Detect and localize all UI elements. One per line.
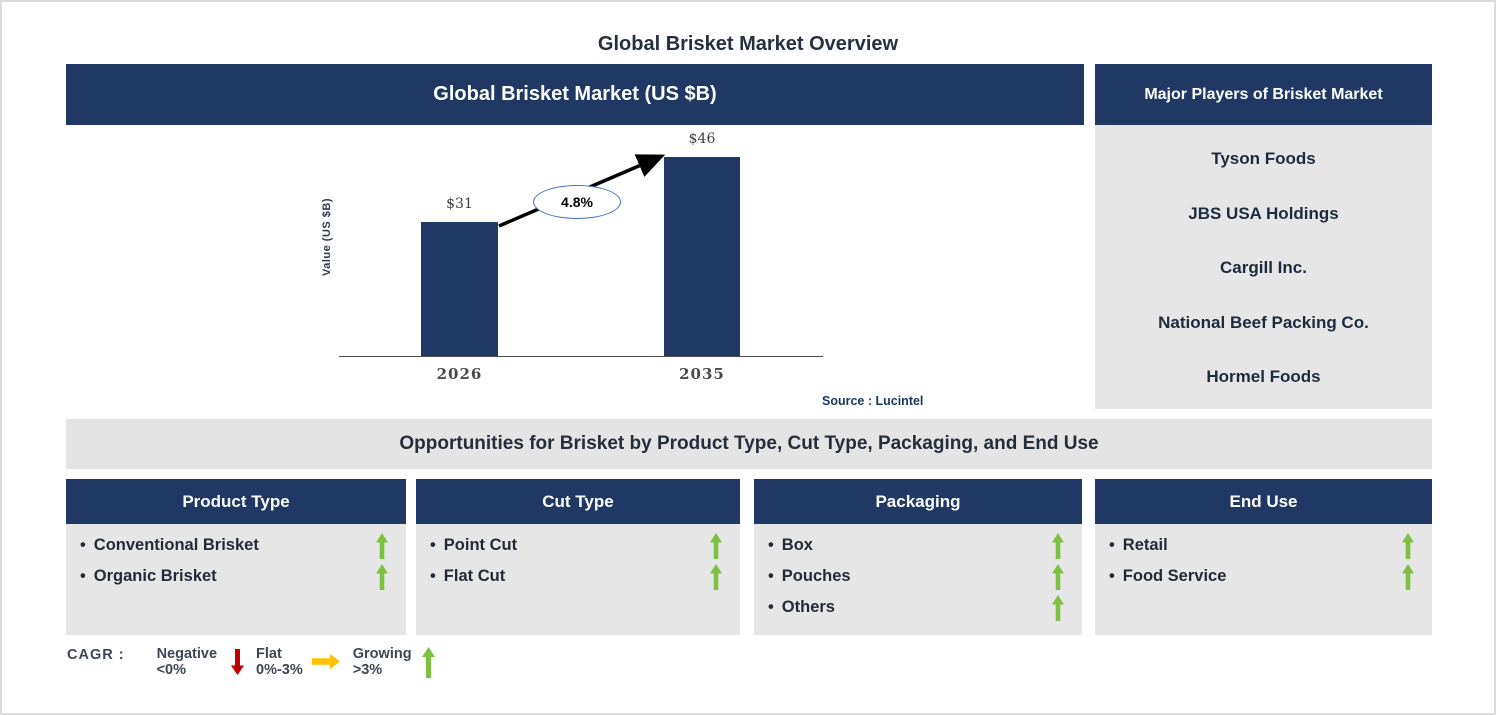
up-arrow-icon bbox=[1052, 563, 1064, 590]
column-body: • Box • Pouches • Others bbox=[754, 524, 1082, 635]
source-note: Source : Lucintel bbox=[822, 394, 924, 408]
company-name: Cargill Inc. bbox=[1220, 258, 1307, 277]
up-arrow-icon bbox=[1402, 532, 1414, 559]
bar-value-label-2026: $31 bbox=[446, 196, 473, 212]
up-arrow-icon bbox=[710, 532, 722, 559]
right-arrow-icon bbox=[311, 654, 340, 669]
y-axis-label: Value (US $B) bbox=[321, 197, 333, 277]
company-name: Hormel Foods bbox=[1206, 367, 1321, 386]
legend-entry-name: Negative bbox=[156, 646, 218, 662]
legend-entry-range: <0% bbox=[156, 661, 186, 678]
column-end-use: End Use • Retail • Food Service bbox=[1095, 479, 1432, 635]
item-label: Box bbox=[781, 536, 813, 554]
list-item: • Point Cut bbox=[416, 530, 740, 561]
column-cut-type: Cut Type • Point Cut • Flat Cut bbox=[416, 479, 740, 635]
bullet-icon: • bbox=[1109, 567, 1115, 585]
opportunities-banner: Opportunities for Brisket by Product Typ… bbox=[66, 419, 1432, 469]
bullet-icon: • bbox=[80, 567, 86, 585]
up-arrow-icon bbox=[421, 647, 435, 678]
page-title: Global Brisket Market Overview bbox=[597, 33, 899, 55]
list-item: • Flat Cut bbox=[416, 561, 740, 592]
players-list: Tyson Foods JBS USA Holdings Cargill Inc… bbox=[1095, 125, 1432, 409]
column-header: Product Type bbox=[66, 479, 406, 524]
bar-chart: Value (US $B) $31 $46 4.8% 2026 2035 Sou… bbox=[66, 125, 1084, 410]
column-header: Cut Type bbox=[416, 479, 740, 524]
column-header: End Use bbox=[1095, 479, 1432, 524]
list-item: • Box bbox=[754, 530, 1082, 561]
column-body: • Retail • Food Service bbox=[1095, 524, 1432, 635]
bar-2035 bbox=[664, 157, 740, 356]
bullet-icon: • bbox=[768, 536, 774, 554]
company-name: JBS USA Holdings bbox=[1188, 203, 1339, 223]
legend-entry-range: 0%-3% bbox=[256, 661, 303, 678]
legend-entry-flat: Flat 0%-3% bbox=[256, 646, 340, 678]
legend-entry-name: Flat bbox=[256, 646, 282, 662]
list-item: • Organic Brisket bbox=[66, 561, 406, 592]
cagr-legend: CAGR : Negative <0% Flat 0%-3% Growing >… bbox=[67, 646, 435, 678]
item-label: Retail bbox=[1122, 536, 1168, 554]
players-panel-header: Major Players of Brisket Market bbox=[1095, 64, 1432, 125]
item-label: Others bbox=[781, 598, 835, 616]
column-body: • Point Cut • Flat Cut bbox=[416, 524, 740, 635]
x-tick-2035: 2035 bbox=[679, 365, 725, 383]
chart-panel-header: Global Brisket Market (US $B) bbox=[66, 64, 1084, 125]
list-item: • Retail bbox=[1095, 530, 1432, 561]
list-item: • Others bbox=[754, 592, 1082, 623]
legend-entry-growing: Growing >3% bbox=[352, 646, 435, 678]
list-item: • Conventional Brisket bbox=[66, 530, 406, 561]
cagr-value: 4.8% bbox=[561, 194, 593, 210]
cagr-badge: 4.8% bbox=[533, 185, 621, 219]
company-name: Tyson Foods bbox=[1211, 149, 1316, 168]
item-label: Conventional Brisket bbox=[93, 536, 259, 554]
column-packaging: Packaging • Box • Pouches • Others bbox=[754, 479, 1082, 635]
legend-entry-name: Growing bbox=[352, 646, 412, 662]
legend-entry-range: >3% bbox=[352, 661, 383, 678]
bullet-icon: • bbox=[80, 536, 86, 554]
chart-panel-title: Global Brisket Market (US $B) bbox=[433, 83, 717, 105]
column-product-type: Product Type • Conventional Brisket • Or… bbox=[66, 479, 406, 635]
up-arrow-icon bbox=[710, 563, 722, 590]
company-name: National Beef Packing Co. bbox=[1158, 312, 1369, 332]
up-arrow-icon bbox=[1402, 563, 1414, 590]
bar-2026 bbox=[421, 222, 498, 356]
bullet-icon: • bbox=[768, 598, 774, 616]
cagr-legend-label: CAGR : bbox=[67, 647, 125, 663]
item-label: Flat Cut bbox=[443, 567, 506, 585]
list-item: • Pouches bbox=[754, 561, 1082, 592]
bullet-icon: • bbox=[430, 536, 436, 554]
item-label: Point Cut bbox=[443, 536, 518, 554]
chart-plot-area: Value (US $B) $31 $46 4.8% 2026 2035 bbox=[321, 125, 823, 383]
item-label: Food Service bbox=[1122, 567, 1227, 585]
up-arrow-icon bbox=[1052, 532, 1064, 559]
x-tick-2026: 2026 bbox=[436, 365, 483, 383]
item-label: Pouches bbox=[781, 567, 851, 585]
players-panel-title: Major Players of Brisket Market bbox=[1144, 85, 1383, 103]
up-arrow-icon bbox=[1052, 594, 1064, 621]
up-arrow-icon bbox=[376, 563, 388, 590]
bullet-icon: • bbox=[430, 567, 436, 585]
down-arrow-icon bbox=[231, 649, 245, 675]
bar-value-label-2035: $46 bbox=[688, 131, 716, 147]
item-label: Organic Brisket bbox=[93, 567, 217, 585]
up-arrow-icon bbox=[376, 532, 388, 559]
column-header: Packaging bbox=[754, 479, 1082, 524]
legend-entry-negative: Negative <0% bbox=[156, 646, 245, 678]
opportunities-banner-text: Opportunities for Brisket by Product Typ… bbox=[399, 433, 1099, 454]
bullet-icon: • bbox=[1109, 536, 1115, 554]
list-item: • Food Service bbox=[1095, 561, 1432, 592]
bullet-icon: • bbox=[768, 567, 774, 585]
column-body: • Conventional Brisket • Organic Brisket bbox=[66, 524, 406, 635]
